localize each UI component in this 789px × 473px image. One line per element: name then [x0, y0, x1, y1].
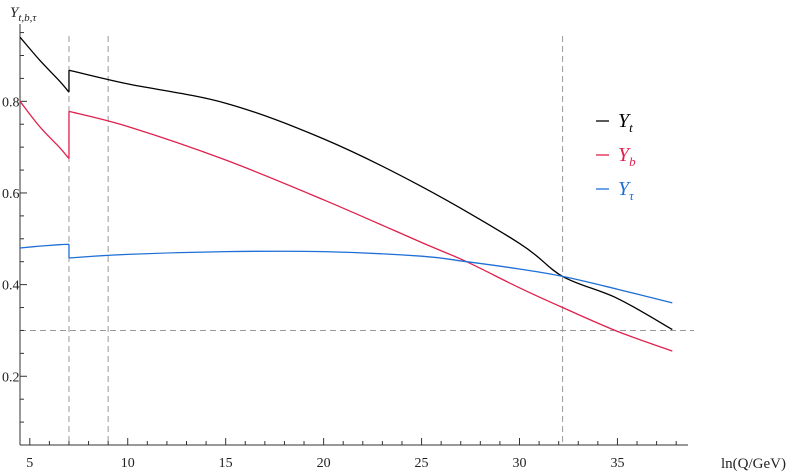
- series-line-t-segment-2: [68, 69, 673, 331]
- series-line-b-segment-1: [19, 100, 70, 160]
- y-axis-label-sub: t,b,τ: [18, 12, 37, 24]
- legend-label-b: Yb: [618, 144, 636, 169]
- legend-label-sub: t: [629, 120, 633, 135]
- legend-label-base: Y: [618, 178, 631, 200]
- series-line-τ-segment-1: [19, 243, 70, 249]
- x-tick-label: 20: [317, 456, 331, 471]
- x-tick-label: 10: [121, 456, 135, 471]
- x-axis-label: ln(Q/GeV): [721, 456, 786, 472]
- x-tick-label: 5: [26, 456, 33, 471]
- x-tick-label: 30: [513, 456, 527, 471]
- x-tick-label: 15: [219, 456, 233, 471]
- legend-label-sub: τ: [629, 188, 635, 203]
- series-line-τ-segment-2: [68, 250, 673, 304]
- reference-lines: [20, 36, 694, 445]
- legend-label-τ: Yτ: [618, 178, 635, 203]
- y-axis-label: Yt,b,τ: [10, 5, 37, 24]
- series-line-t-segment-1: [19, 36, 70, 93]
- x-tick-label: 25: [415, 456, 429, 471]
- y-axis-label-base: Y: [10, 5, 20, 21]
- y-tick-label: 0.4: [2, 279, 20, 294]
- series-line-b-segment-2: [68, 110, 673, 352]
- y-tick-label: 0.8: [2, 95, 20, 110]
- ticks: 5 10 15 20 25 30 35 0.2 0.4 0.6 0.8: [2, 32, 677, 471]
- legend-label-t: Yt: [618, 110, 633, 135]
- legend-label-sub: b: [629, 154, 636, 169]
- y-tick-label: 0.2: [2, 370, 20, 385]
- series-lines: [19, 36, 673, 352]
- legend-label-base: Y: [618, 144, 631, 166]
- y-tick-label: 0.6: [2, 187, 20, 202]
- legend-label-base: Y: [618, 110, 631, 132]
- axes: [19, 24, 688, 446]
- x-tick-label: 35: [610, 456, 624, 471]
